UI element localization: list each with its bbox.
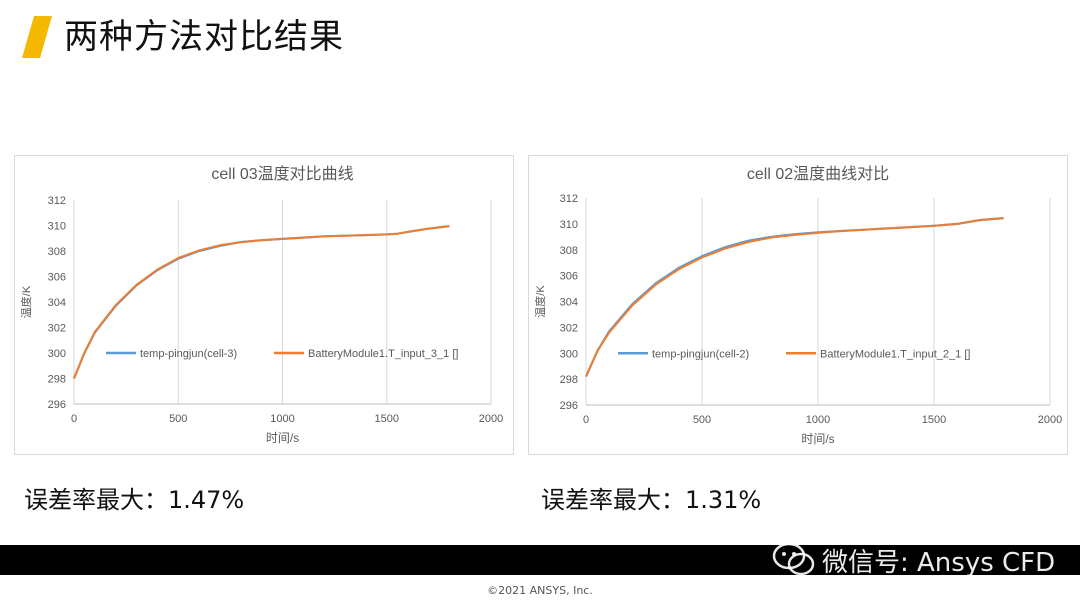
chart-frame	[14, 155, 514, 455]
y-tick-label: 302	[48, 323, 66, 335]
max-error-right: 误差率最大：1.31%	[541, 486, 762, 514]
y-tick-label: 300	[48, 348, 66, 360]
x-axis-label: 时间/s	[801, 432, 834, 446]
max-error-left: 误差率最大：1.47%	[24, 486, 245, 514]
watermark-text: 微信号: Ansys CFD	[822, 547, 1056, 578]
y-axis-label: 温度/K	[19, 285, 33, 318]
x-tick-label: 2000	[479, 413, 503, 425]
series-line-2	[585, 217, 1004, 377]
y-axis-label: 温度/K	[533, 285, 547, 318]
y-tick-label: 296	[560, 400, 578, 412]
wechat-icon	[772, 542, 815, 576]
x-tick-label: 1500	[922, 414, 946, 426]
y-tick-label: 296	[48, 399, 66, 411]
y-tick-label: 302	[560, 322, 578, 334]
chart-frame	[528, 155, 1068, 455]
footer-bar	[0, 545, 1080, 575]
x-tick-label: 1000	[806, 414, 830, 426]
y-tick-label: 310	[560, 219, 578, 231]
legend-label-1: temp-pingjun(cell-2)	[652, 348, 749, 360]
chart-title: cell 03温度对比曲线	[211, 165, 353, 183]
y-tick-label: 304	[560, 297, 578, 309]
copyright: ©2021 ANSYS, Inc.	[487, 584, 593, 597]
y-tick-label: 298	[48, 374, 66, 386]
y-tick-label: 304	[48, 297, 66, 309]
chart-cell-02: cell 02温度曲线对比 0 500 1000 1500 2000 296 298 300 30…	[528, 155, 1068, 455]
title-accent-bar	[22, 16, 52, 58]
y-tick-label: 310	[48, 221, 66, 233]
x-axis-label: 时间/s	[266, 431, 299, 445]
wechat-watermark: 微信号: Ansys CFD	[772, 538, 1055, 582]
x-tick-label: 0	[71, 413, 77, 425]
x-tick-label: 500	[693, 414, 711, 426]
x-tick-label: 0	[583, 414, 589, 426]
y-tick-label: 312	[48, 195, 66, 207]
chart-title: cell 02温度曲线对比	[747, 165, 889, 183]
chart-cell-03: cell 03温度对比曲线 0 500 1000 1500 2000 296 298 300 30…	[14, 155, 514, 455]
series-line-2	[73, 225, 450, 379]
y-tick-label: 308	[48, 246, 66, 258]
x-tick-label: 1000	[270, 413, 294, 425]
y-tick-label: 308	[560, 245, 578, 257]
y-tick-label: 298	[560, 374, 578, 386]
legend-label-2: BatteryModule1.T_input_2_1 []	[820, 348, 970, 360]
y-tick-label: 306	[560, 271, 578, 283]
x-tick-label: 500	[169, 413, 187, 425]
legend-label-2: BatteryModule1.T_input_3_1 []	[308, 348, 458, 360]
page-title: 两种方法对比结果	[64, 17, 344, 57]
y-tick-label: 306	[48, 272, 66, 284]
y-tick-label: 312	[560, 193, 578, 205]
x-tick-label: 2000	[1038, 414, 1062, 426]
legend-label-1: temp-pingjun(cell-3)	[140, 348, 237, 360]
x-tick-label: 1500	[375, 413, 399, 425]
y-tick-label: 300	[560, 348, 578, 360]
